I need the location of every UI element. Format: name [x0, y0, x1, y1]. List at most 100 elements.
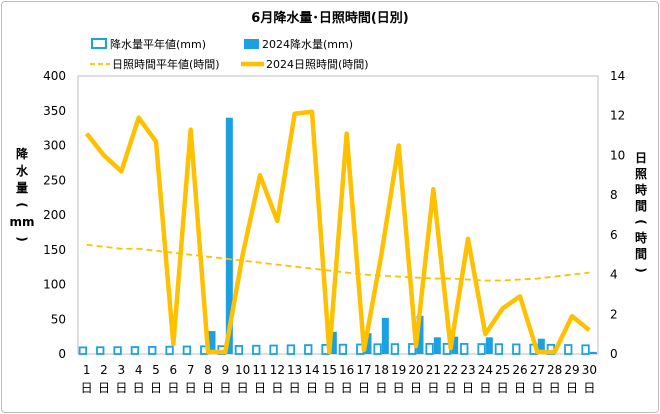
- x-tick-label: 10: [235, 363, 250, 377]
- x-tick-label: 26: [512, 363, 527, 377]
- right-axis-title-char: 時: [635, 182, 647, 197]
- x-tick-label: 17: [356, 363, 371, 377]
- left-tick-label: 50: [51, 312, 66, 326]
- normal-precip-bar: [113, 346, 122, 355]
- left-axis-title-char: ): [15, 236, 29, 241]
- plot-area: [77, 75, 599, 355]
- x-tick-suffix: 日: [254, 381, 266, 395]
- actual-precip-bar: [433, 337, 441, 354]
- right-tick-label: 14: [610, 69, 625, 83]
- x-tick-label: 9: [222, 363, 230, 377]
- left-tick-label: 300: [43, 139, 66, 153]
- right-tick-label: 8: [610, 188, 618, 202]
- left-tick-label: 350: [43, 104, 66, 118]
- normal-precip-bar: [512, 343, 521, 355]
- actual-precip-bar: [589, 351, 597, 354]
- x-tick-suffix: 日: [531, 381, 543, 395]
- x-tick-suffix: 日: [219, 381, 231, 395]
- actual-precip-bar: [225, 117, 233, 354]
- x-tick-label: 24: [478, 363, 493, 377]
- grid: [77, 75, 599, 355]
- left-axis-title-char: mm: [9, 215, 34, 229]
- x-tick-suffix: 日: [289, 381, 301, 395]
- x-tick-suffix: 日: [167, 381, 179, 395]
- normal-precip-bar: [182, 345, 192, 355]
- x-tick-suffix: 日: [237, 381, 249, 395]
- x-tick-label: 16: [339, 363, 354, 377]
- x-tick-label: 30: [582, 363, 597, 377]
- x-tick-label: 25: [495, 363, 510, 377]
- left-tick-label: 150: [43, 243, 66, 257]
- actual-precip-bar: [364, 333, 372, 354]
- x-tick-label: 18: [374, 363, 389, 377]
- normal-precip-bar: [338, 343, 348, 355]
- normal-precip-bar: [252, 344, 261, 355]
- normal-precip-bar: [581, 344, 590, 355]
- normal-precip-bar: [165, 345, 174, 355]
- x-tick-suffix: 日: [81, 381, 93, 395]
- x-tick-label: 3: [118, 363, 126, 377]
- x-tick-label: 19: [391, 363, 406, 377]
- x-tick-suffix: 日: [566, 381, 578, 395]
- x-tick-suffix: 日: [427, 381, 439, 395]
- x-tick-label: 14: [304, 363, 319, 377]
- right-axis-title-char: 時: [635, 230, 647, 245]
- right-tick-label: 0: [610, 347, 618, 361]
- x-tick-suffix: 日: [133, 381, 145, 395]
- x-tick-suffix: 日: [271, 381, 283, 395]
- x-tick-label: 7: [187, 363, 195, 377]
- x-tick-suffix: 日: [583, 381, 595, 395]
- x-tick-suffix: 日: [185, 381, 197, 395]
- x-tick-label: 5: [152, 363, 160, 377]
- chart-title: 6月降水量･日照時間(日別): [251, 10, 408, 26]
- legend-actual-precip-label: 2024降水量(mm): [262, 37, 353, 51]
- legend-actual-precip-swatch: [244, 39, 259, 49]
- normal-precip-bar: [234, 345, 244, 355]
- x-tick-label: 13: [287, 363, 302, 377]
- x-tick-label: 23: [460, 363, 475, 377]
- right-tick-label: 2: [610, 307, 618, 321]
- actual-precip-bar: [485, 337, 493, 354]
- left-axis-title-char: 降: [16, 146, 29, 161]
- right-axis-title-char: 間: [635, 199, 647, 213]
- left-axis-title-char: 量: [16, 181, 28, 195]
- x-tick-suffix: 日: [358, 381, 370, 395]
- x-tick-label: 21: [426, 363, 441, 377]
- x-tick-suffix: 日: [115, 381, 127, 395]
- left-tick-label: 250: [43, 173, 66, 187]
- normal-precip-bar: [425, 342, 434, 355]
- right-axis-title-char: 照: [635, 166, 647, 181]
- x-tick-label: 2: [100, 363, 108, 377]
- x-tick-label: 11: [252, 363, 267, 377]
- right-axis-title-char: 間: [635, 247, 647, 261]
- x-tick-suffix: 日: [445, 381, 457, 395]
- normal-precip-bar: [494, 343, 504, 355]
- right-axis-title-char: 日: [635, 151, 647, 165]
- left-axis-title-char: 水: [16, 163, 29, 178]
- legend-normal-sunshine-label: 日照時間平年値(時間): [112, 57, 220, 71]
- x-tick-suffix: 日: [479, 381, 491, 395]
- x-tick-label: 15: [322, 363, 337, 377]
- x-tick-suffix: 日: [514, 381, 526, 395]
- right-tick-label: 6: [610, 228, 618, 242]
- right-tick-label: 4: [610, 268, 618, 282]
- x-tick-label: 20: [408, 363, 423, 377]
- x-tick-label: 4: [135, 363, 143, 377]
- x-tick-suffix: 日: [341, 381, 353, 395]
- x-tick-label: 8: [204, 363, 212, 377]
- left-tick-label: 200: [43, 208, 66, 222]
- x-tick-label: 29: [564, 363, 579, 377]
- x-tick-label: 1: [83, 363, 91, 377]
- normal-precip-bar: [304, 344, 313, 355]
- normal-precip-bar: [130, 346, 140, 355]
- x-tick-suffix: 日: [98, 381, 110, 395]
- actual-precip-bar: [537, 338, 545, 354]
- normal-precip-bar: [460, 343, 469, 355]
- normal-precip-bar: [390, 343, 400, 355]
- x-tick-suffix: 日: [497, 381, 509, 395]
- right-tick-label: 10: [610, 148, 625, 162]
- x-tick-suffix: 日: [306, 381, 318, 395]
- x-tick-label: 27: [530, 363, 545, 377]
- actual-precip-bar: [208, 331, 216, 354]
